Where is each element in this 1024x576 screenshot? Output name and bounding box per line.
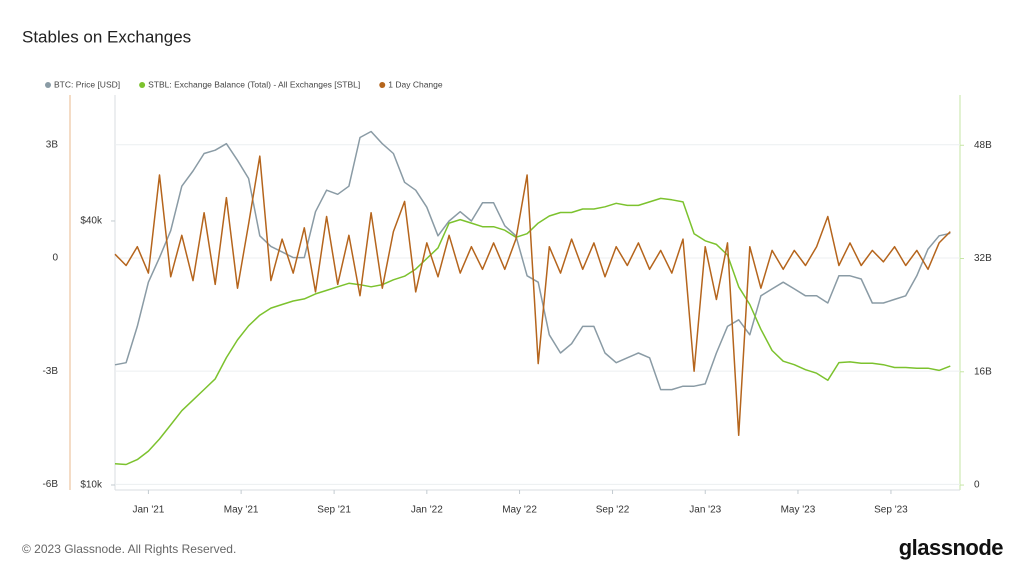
y3-tick-label: $40k (80, 216, 103, 227)
y2-tick-label: 0 (974, 480, 980, 491)
brand-logo: glassnode (899, 535, 1004, 560)
x-tick-label: Jan '21 (132, 505, 164, 516)
y2-tick-label: 48B (974, 140, 992, 151)
legend-label: BTC: Price [USD] (54, 79, 120, 89)
legend-marker (379, 82, 386, 88)
chart-title: Stables on Exchanges (22, 27, 191, 46)
y2-tick-label: 16B (974, 366, 992, 377)
x-tick-label: Sep '21 (317, 505, 351, 516)
copyright: © 2023 Glassnode. All Rights Reserved. (22, 542, 236, 556)
x-tick-label: Sep '23 (874, 505, 908, 516)
y-tick-label: 3B (46, 139, 59, 150)
x-tick-label: May '22 (502, 505, 537, 516)
y-tick-label: -6B (42, 479, 58, 490)
x-tick-label: Jan '22 (411, 505, 443, 516)
series-line (114, 197, 951, 466)
series-line (114, 155, 951, 437)
legend-label: 1 Day Change (388, 79, 443, 89)
x-tick-label: Jan '23 (689, 505, 721, 516)
x-tick-label: May '21 (224, 505, 259, 516)
y-tick-label: 0 (52, 253, 58, 264)
legend-label: STBL: Exchange Balance (Total) - All Exc… (148, 79, 360, 89)
legend-marker (45, 82, 51, 88)
x-tick-label: Sep '22 (596, 505, 630, 516)
x-tick-label: May '23 (781, 505, 816, 516)
y-tick-label: -3B (42, 366, 58, 377)
y2-tick-label: 32B (974, 253, 992, 264)
legend-marker (139, 82, 146, 88)
y3-tick-label: $10k (80, 480, 103, 491)
